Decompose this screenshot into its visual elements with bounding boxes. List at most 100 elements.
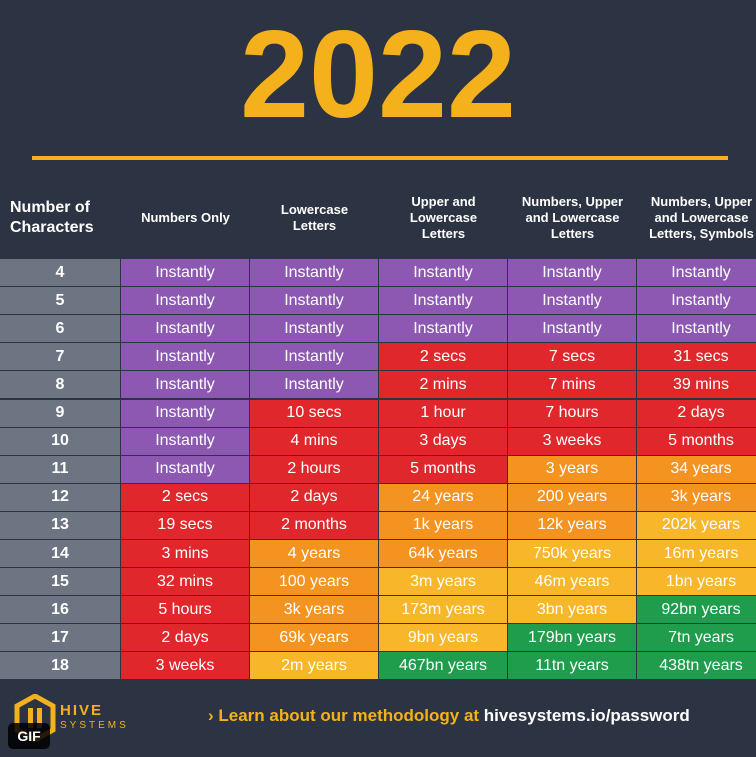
row-label: 6 [0,315,121,344]
cell: 1k years [379,511,508,540]
cell: 3m years [379,568,508,597]
cell: 4 mins [250,427,379,456]
cell: 2 secs [379,343,508,372]
brand-sub: SYSTEMS [60,720,129,731]
gif-badge: GIF [8,723,50,749]
cell: 173m years [379,596,508,625]
cell: Instantly [379,315,508,344]
cell: Instantly [379,287,508,316]
cell: Instantly [121,259,250,288]
row-label: 5 [0,287,121,316]
cell: Instantly [250,315,379,344]
title: 2022 [240,6,516,144]
cell: 4 years [250,540,379,569]
cell: 2 days [250,483,379,512]
cell: Instantly [121,399,250,428]
cell: 24 years [379,483,508,512]
cell: 32 mins [121,568,250,597]
cell: 200 years [508,483,637,512]
cell: Instantly [121,343,250,372]
cell: Instantly [508,259,637,288]
brand: HIVE [60,702,104,719]
cell: 7 secs [508,343,637,372]
cell: 3k years [250,596,379,625]
row-label: 15 [0,568,121,597]
cell: 5 months [379,455,508,484]
column-header: Numbers, Upper and Lowercase Letters [521,194,624,241]
cell: 3 years [508,455,637,484]
divider [32,156,728,160]
cell: 2 mins [379,371,508,400]
cell: 10 secs [250,399,379,428]
cell: Instantly [508,315,637,344]
cell: 467bn years [379,652,508,681]
row-label: 18 [0,652,121,681]
column-header: Numbers, Upper and Lowercase Letters, Sy… [649,194,754,241]
row-label: 16 [0,596,121,625]
cell: 2 days [637,399,756,428]
cell: Instantly [508,287,637,316]
cell: Instantly [637,259,756,288]
cell: 34 years [637,455,756,484]
cell: 7 hours [508,399,637,428]
cell: 12k years [508,511,637,540]
cell: 2m years [250,652,379,681]
cell: 3 days [379,427,508,456]
cell: 64k years [379,540,508,569]
cell: Instantly [250,371,379,400]
cell: 2 months [250,511,379,540]
cell: 3 mins [121,540,250,569]
cell: 3k years [637,483,756,512]
cell: 100 years [250,568,379,597]
row-label: 14 [0,540,121,569]
cell: 1 hour [379,399,508,428]
cell: 31 secs [637,343,756,372]
row-label: 4 [0,259,121,288]
link[interactable]: hivesystems.io/password [483,706,690,725]
cell: 7 mins [508,371,637,400]
cell: Instantly [121,315,250,344]
cell: 3 weeks [508,427,637,456]
cell: Instantly [121,455,250,484]
cell: Instantly [121,287,250,316]
cell: 92bn years [637,596,756,625]
row-label: 9 [0,399,121,428]
column-header: Lowercase Letters [280,202,349,233]
cell: 7tn years [637,624,756,653]
cell: Instantly [250,287,379,316]
cell: Instantly [121,371,250,400]
cell: 9bn years [379,624,508,653]
row-label: 10 [0,427,121,456]
cell: 179bn years [508,624,637,653]
cell: 2 secs [121,483,250,512]
cell: 5 months [637,427,756,456]
cell: 2 hours [250,455,379,484]
cell: Instantly [250,259,379,288]
cell: 750k years [508,540,637,569]
cell: 39 mins [637,371,756,400]
cell: 5 hours [121,596,250,625]
cell: Instantly [121,427,250,456]
cell: 2 days [121,624,250,653]
cell: 3bn years [508,596,637,625]
cell: Instantly [379,259,508,288]
cell: 19 secs [121,511,250,540]
footer-cta: › Learn about our methodology at hivesys… [208,706,690,725]
cell: 11tn years [508,652,637,681]
row-label: 17 [0,624,121,653]
row-label: 11 [0,455,121,484]
row-label: 7 [0,343,121,372]
cell: 1bn years [637,568,756,597]
cell: Instantly [637,315,756,344]
cell: 438tn years [637,652,756,681]
column-header: Numbers Only [141,210,230,225]
row-label: 8 [0,371,121,400]
row-label: 12 [0,483,121,512]
cell: Instantly [637,287,756,316]
cell: 202k years [637,511,756,540]
cell: 46m years [508,568,637,597]
cell: 3 weeks [121,652,250,681]
cell: Instantly [250,343,379,372]
row-label: 13 [0,511,121,540]
